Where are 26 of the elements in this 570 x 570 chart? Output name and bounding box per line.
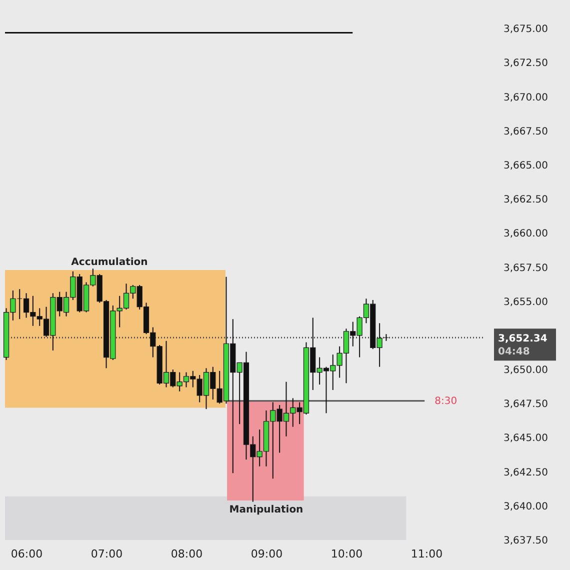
x-tick-label: 11:00 [410, 548, 443, 560]
y-tick-label: 3,665.00 [504, 160, 548, 172]
x-tick-label: 09:00 [250, 548, 283, 560]
y-tick-label: 3,640.00 [504, 501, 548, 512]
x-tick-label: 10:00 [330, 548, 363, 560]
ref-line-label: 3,652.34 04:48 [498, 334, 548, 358]
x-tick-label: 08:00 [170, 548, 203, 560]
x-tick-label: 07:00 [90, 548, 123, 560]
y-tick-label: 3,655.00 [504, 296, 548, 308]
y-tick-label: 3,667.50 [504, 126, 548, 138]
x-tick-label: 06:00 [10, 548, 43, 560]
y-tick-label: 3,672.50 [504, 58, 548, 70]
annotation: Accumulation [71, 257, 148, 268]
candlestick [383, 334, 390, 342]
y-tick-label: 3,675.00 [504, 24, 548, 36]
y-tick-label: 3,660.00 [504, 228, 548, 240]
y-tick-label: 3,650.00 [504, 365, 548, 376]
y-tick-label: 3,645.00 [504, 433, 548, 444]
y-tick-label: 3,670.00 [504, 92, 548, 104]
y-tick-label: 3,637.50 [504, 536, 548, 546]
y-tick-label: 3,647.50 [504, 399, 548, 410]
series-label: 8:30 [434, 396, 458, 407]
y-tick-label: 3,642.50 [504, 467, 548, 478]
y-tick-label: 3,662.50 [504, 194, 548, 206]
annotation: Manipulation [229, 504, 304, 516]
y-tick-label: 3,657.50 [504, 262, 548, 274]
